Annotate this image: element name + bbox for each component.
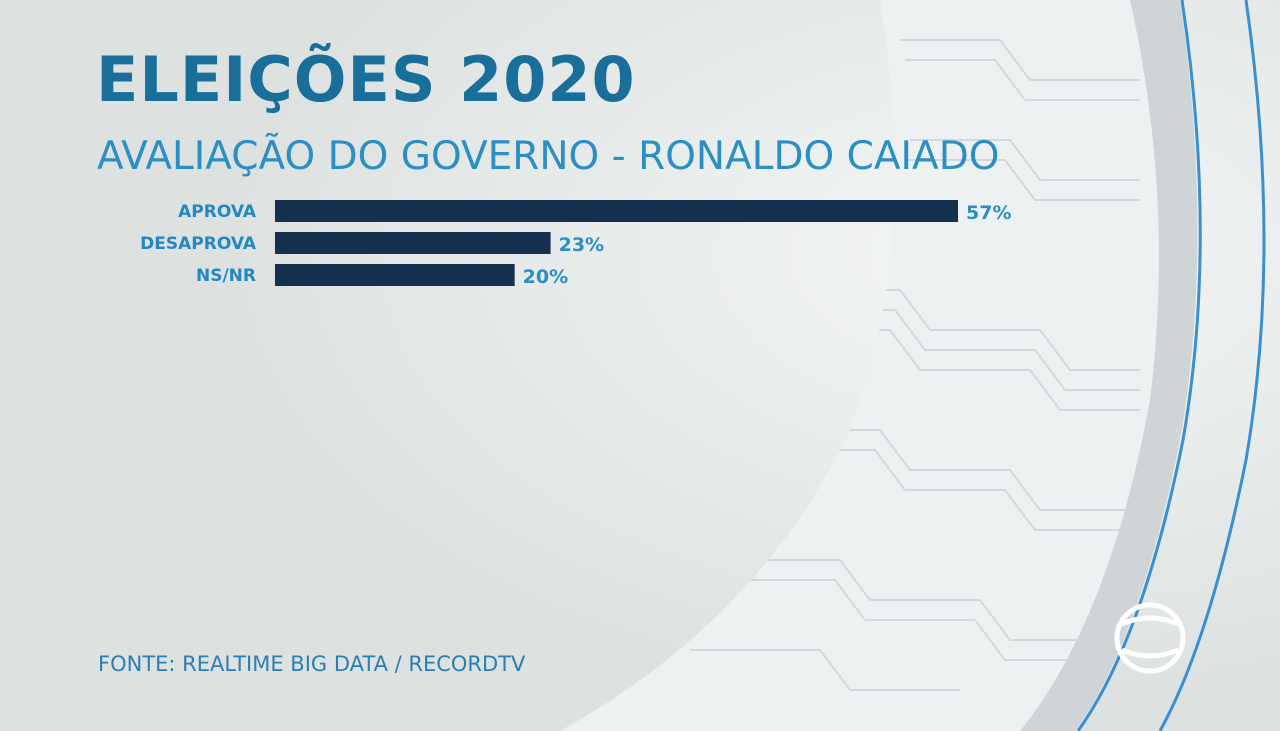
category-label: NS/NR xyxy=(196,266,256,286)
bar-ns-nr xyxy=(275,264,515,286)
bar-desaprova xyxy=(275,232,551,254)
value-label: 23% xyxy=(559,234,604,256)
category-label: DESAPROVA xyxy=(140,234,257,254)
page-title: ELEIÇÕES 2020 xyxy=(96,43,636,116)
value-label: 57% xyxy=(966,202,1011,224)
category-label: APROVA xyxy=(178,202,257,222)
source-label: FONTE: REALTIME BIG DATA / RECORDTV xyxy=(98,652,526,676)
bar-aprova xyxy=(275,200,958,222)
page-subtitle: AVALIAÇÃO DO GOVERNO - RONALDO CAIADO xyxy=(97,134,1000,179)
value-label: 20% xyxy=(523,266,568,288)
